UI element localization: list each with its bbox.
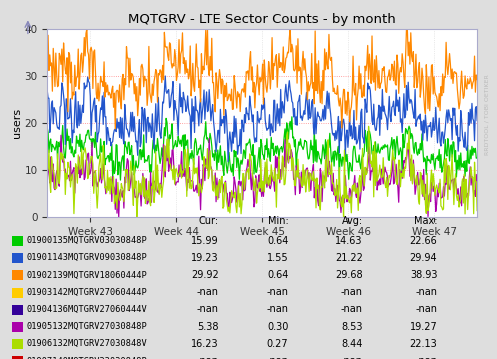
Text: 22.66: 22.66 <box>410 236 437 246</box>
Text: 01904136MQTGRV27060444V: 01904136MQTGRV27060444V <box>26 305 147 314</box>
Text: 0.64: 0.64 <box>267 270 288 280</box>
Text: -nan: -nan <box>266 304 288 314</box>
Text: Avg:: Avg: <box>341 216 363 227</box>
Text: 14.63: 14.63 <box>335 236 363 246</box>
Text: 22.13: 22.13 <box>410 339 437 349</box>
Text: Max:: Max: <box>414 216 437 227</box>
Text: 01902139MQTGRV18060444P: 01902139MQTGRV18060444P <box>26 270 147 280</box>
Text: -nan: -nan <box>341 304 363 314</box>
Text: 21.22: 21.22 <box>335 253 363 263</box>
Text: 0.30: 0.30 <box>267 322 288 332</box>
Text: 01906132MQTGRV27030848V: 01906132MQTGRV27030848V <box>26 339 147 349</box>
Text: -nan: -nan <box>197 356 219 359</box>
Text: 1.55: 1.55 <box>266 253 288 263</box>
Text: 01900135MQTGRV03030848P: 01900135MQTGRV03030848P <box>26 236 147 245</box>
Text: 15.99: 15.99 <box>191 236 219 246</box>
Text: 01901143MQTGRV09030848P: 01901143MQTGRV09030848P <box>26 253 147 262</box>
Text: 8.44: 8.44 <box>341 339 363 349</box>
Text: -nan: -nan <box>197 287 219 297</box>
Text: 01903142MQTGRV27060444P: 01903142MQTGRV27060444P <box>26 288 147 297</box>
Text: 29.92: 29.92 <box>191 270 219 280</box>
Y-axis label: users: users <box>11 108 21 138</box>
Text: -nan: -nan <box>341 356 363 359</box>
Text: 38.93: 38.93 <box>410 270 437 280</box>
Text: -nan: -nan <box>415 287 437 297</box>
Text: Min:: Min: <box>267 216 288 227</box>
Text: -nan: -nan <box>197 304 219 314</box>
Title: MQTGRV - LTE Sector Counts - by month: MQTGRV - LTE Sector Counts - by month <box>128 13 396 26</box>
Text: 16.23: 16.23 <box>191 339 219 349</box>
Text: -nan: -nan <box>266 356 288 359</box>
Text: 01905132MQTGRV27030848P: 01905132MQTGRV27030848P <box>26 322 147 331</box>
Text: 0.27: 0.27 <box>266 339 288 349</box>
Text: 29.68: 29.68 <box>335 270 363 280</box>
Text: 5.38: 5.38 <box>197 322 219 332</box>
Text: 0.64: 0.64 <box>267 236 288 246</box>
Text: Cur:: Cur: <box>199 216 219 227</box>
Text: -nan: -nan <box>266 287 288 297</box>
Text: 19.27: 19.27 <box>410 322 437 332</box>
Text: 8.53: 8.53 <box>341 322 363 332</box>
Text: -nan: -nan <box>415 304 437 314</box>
Text: 01907140MQTGRV33030848P: 01907140MQTGRV33030848P <box>26 356 147 359</box>
Text: -nan: -nan <box>415 356 437 359</box>
Text: RRDTOOL / TOBI OETIKER: RRDTOOL / TOBI OETIKER <box>485 75 490 155</box>
Text: -nan: -nan <box>341 287 363 297</box>
Text: 19.23: 19.23 <box>191 253 219 263</box>
Text: 29.94: 29.94 <box>410 253 437 263</box>
